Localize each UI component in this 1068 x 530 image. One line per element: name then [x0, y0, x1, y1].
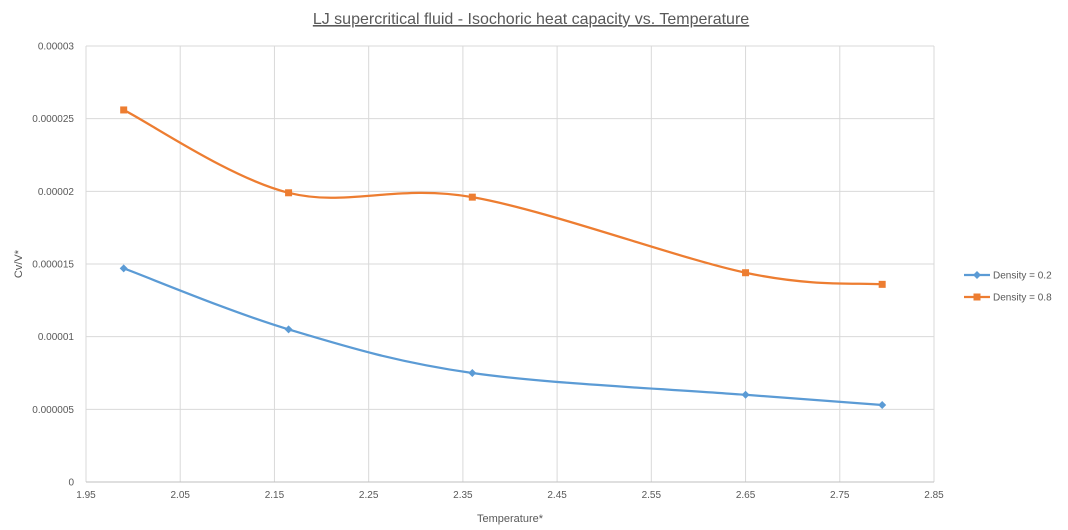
series-2 [120, 106, 886, 288]
x-tick-label: 2.35 [453, 490, 473, 501]
data-point [878, 280, 886, 288]
legend-marker [973, 271, 981, 279]
chart-title: LJ supercritical fluid - Isochoric heat … [313, 11, 749, 28]
data-point [119, 264, 128, 273]
data-point [284, 325, 293, 334]
x-tick-label: 1.95 [76, 490, 96, 501]
x-tick-label: 2.25 [359, 490, 379, 501]
data-point [741, 390, 750, 399]
x-axis-title: Temperature* [477, 513, 544, 525]
y-tick-label: 0 [68, 478, 74, 489]
x-tick-label: 2.45 [547, 490, 567, 501]
y-tick-label: 0.000015 [32, 260, 74, 271]
data-point [742, 269, 750, 277]
data-point [468, 369, 477, 377]
gridlines [85, 45, 935, 483]
y-tick-label: 0.000005 [32, 405, 74, 416]
data-point [120, 106, 128, 114]
series-line [122, 108, 884, 286]
y-tick-label: 0.00003 [38, 42, 75, 53]
x-tick-label: 2.05 [170, 490, 190, 501]
y-tick-label: 0.00002 [38, 187, 75, 198]
series-1 [119, 264, 887, 409]
legend-marker [973, 293, 981, 301]
x-tick-label: 2.15 [265, 490, 285, 501]
legend-label: Density = 0.8 [993, 293, 1052, 304]
data-point [468, 193, 476, 201]
x-tick-label: 2.65 [736, 490, 756, 501]
axes: 1.95 2.05 2.15 2.25 2.35 2.45 2.55 2.65 2.75 2.85… [32, 42, 944, 502]
legend-label: Density = 0.2 [993, 271, 1052, 282]
y-axis-title: Cv/V* [13, 249, 25, 278]
x-tick-label: 2.75 [830, 490, 850, 501]
x-tick-label: 2.85 [924, 490, 944, 501]
x-tick-label: 2.55 [642, 490, 662, 501]
y-tick-label: 0.00001 [38, 332, 75, 343]
series-group [119, 106, 887, 409]
legend[interactable]: Density = 0.2 Density = 0.8 [964, 271, 1052, 304]
y-tick-label: 0.000025 [32, 114, 74, 125]
data-point [285, 189, 293, 197]
data-point [878, 400, 887, 409]
legend-item-1[interactable]: Density = 0.2 [964, 271, 1052, 282]
legend-item-2[interactable]: Density = 0.8 [964, 293, 1052, 304]
